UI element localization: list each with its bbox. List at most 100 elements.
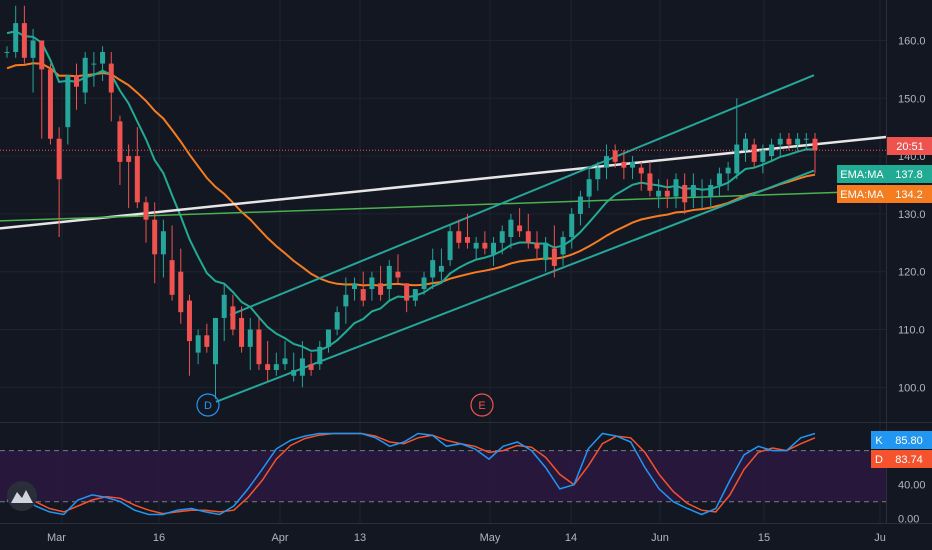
candle-body	[430, 260, 436, 278]
stochastic-series-label-bg	[871, 450, 887, 468]
candle-body	[734, 144, 740, 174]
candle-body	[291, 369, 297, 376]
candle-body	[682, 184, 688, 203]
candle-body	[525, 231, 531, 243]
candle-body	[577, 196, 583, 214]
candle-body	[360, 289, 366, 301]
candle-body	[91, 63, 97, 65]
event-marker[interactable]	[196, 393, 220, 417]
candle-body	[803, 138, 809, 140]
candle-body	[586, 179, 592, 197]
candle-body	[638, 167, 644, 174]
candle-body	[160, 231, 166, 255]
logo-icon[interactable]	[7, 481, 37, 511]
ema-slow-label: EMA:MA	[840, 189, 884, 201]
candle-body	[378, 283, 384, 295]
price-tick-label: 130.0	[898, 209, 926, 221]
candle-body	[56, 138, 62, 180]
stochastic-tick-label: 40.00	[898, 480, 926, 492]
candle-body	[517, 225, 523, 232]
candle-body	[39, 40, 45, 70]
candle-body	[447, 231, 453, 261]
candle-body	[317, 346, 323, 365]
price-tick-label: 150.0	[898, 93, 926, 105]
candle-body	[178, 271, 184, 313]
candle-body	[343, 294, 349, 307]
candle-body	[786, 138, 792, 145]
candle-body	[108, 63, 114, 93]
candle-body	[169, 260, 175, 295]
candle-body	[152, 219, 158, 255]
candle-body	[560, 237, 566, 255]
candle-body	[213, 317, 219, 365]
candle-body	[603, 156, 609, 168]
candle-body	[777, 138, 783, 145]
stochastic-tick-label: 0.00	[898, 514, 919, 526]
candle-body	[508, 219, 514, 238]
candle-body	[569, 213, 575, 238]
ema-slow-value: 134.2	[895, 189, 923, 201]
price-tick-label: 160.0	[898, 35, 926, 47]
stochastic-series-label: D	[875, 454, 883, 466]
candle-body	[4, 52, 10, 54]
stochastic-series-label-bg	[871, 431, 887, 449]
candle-body	[308, 364, 314, 370]
candle-body	[664, 190, 670, 197]
candle-body	[491, 242, 497, 255]
candle-body	[751, 144, 757, 162]
price-tick-label: 100.0	[898, 382, 926, 394]
stochastic-d-line	[6, 432, 816, 515]
candle-body	[812, 138, 818, 151]
stochastic-value: 83.74	[895, 454, 923, 466]
last-price-tag: 20:51	[896, 141, 924, 153]
stochastic-k-line	[6, 432, 816, 516]
candle-body	[230, 306, 236, 330]
candle-body	[551, 248, 557, 266]
candle-body	[221, 294, 227, 318]
candle-body	[412, 289, 418, 301]
candle-body	[117, 121, 123, 162]
candle-body	[325, 329, 331, 347]
candle-body	[404, 283, 410, 301]
event-marker-label: D	[204, 400, 212, 412]
last-price-tag-bg	[887, 137, 932, 155]
stochastic-overbought-oversold-band	[0, 450, 886, 502]
candle-body	[534, 242, 540, 249]
ema-slow-line	[6, 62, 816, 287]
candle-body	[82, 57, 88, 93]
candle-body	[100, 52, 106, 64]
candle-body	[65, 75, 71, 128]
stochastic-band	[0, 450, 886, 503]
ema-fast-value: 137.8	[895, 169, 923, 181]
candle-body	[456, 231, 462, 243]
candle-body	[265, 364, 271, 370]
candle-body	[473, 242, 479, 249]
candle-body	[256, 329, 262, 365]
candles	[4, 5, 818, 399]
time-tick-label: 14	[565, 532, 577, 544]
candle-body	[630, 161, 636, 168]
event-marker[interactable]	[470, 393, 494, 417]
price-tick-label: 110.0	[898, 325, 925, 337]
ema-fast-label-bg	[837, 165, 887, 183]
grid-lines	[0, 0, 932, 524]
candle-body	[464, 237, 470, 243]
candle-body	[595, 167, 601, 180]
candle-body	[690, 184, 696, 197]
candle-body	[656, 190, 662, 197]
candle-body	[612, 150, 618, 162]
candle-body	[421, 277, 427, 290]
time-tick-label: 16	[153, 532, 165, 544]
candle-body	[769, 144, 775, 157]
time-tick-label: Jun	[651, 532, 669, 544]
candle-body	[247, 329, 253, 347]
candle-body	[543, 242, 549, 261]
candle-body	[21, 23, 27, 58]
candle-body	[204, 335, 210, 347]
event-marker-label: E	[478, 400, 485, 412]
candle-body	[369, 277, 375, 290]
candle-body	[621, 161, 627, 168]
time-tick-label: Mar	[47, 532, 66, 544]
